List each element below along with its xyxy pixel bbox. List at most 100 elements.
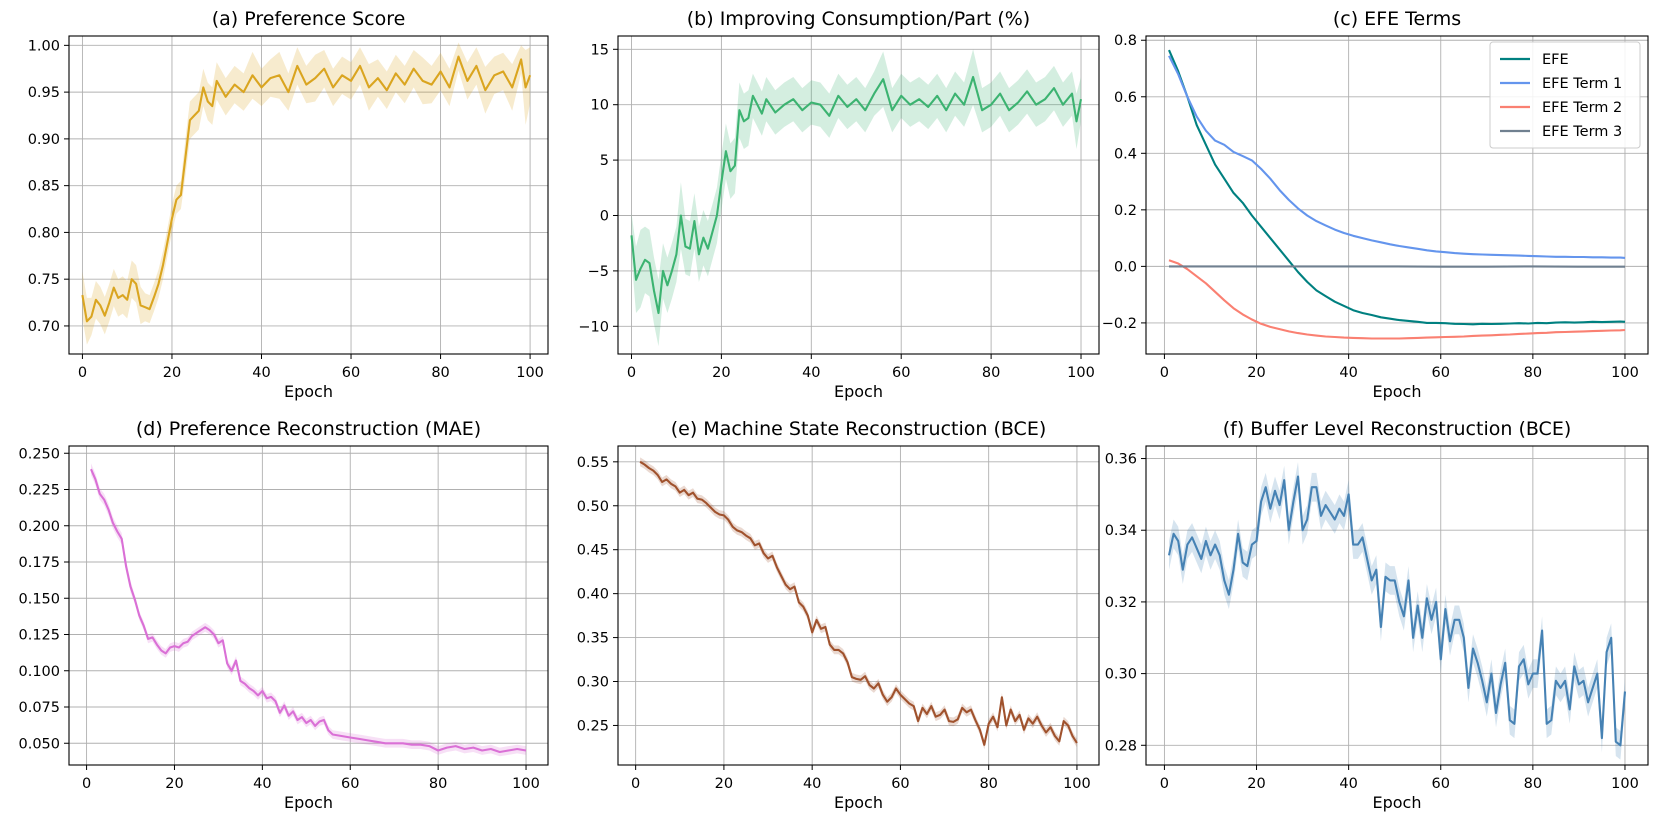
y-tick-label: 0.175 <box>18 555 60 571</box>
x-axis-label: Epoch <box>1373 793 1422 812</box>
axes-frame <box>617 445 1100 766</box>
x-tick-label: 60 <box>1432 776 1450 792</box>
chart-panel-2: 0 20 40 60 80 100 −0.2 0.0 0.2 0.4 0.6 0.8 (c) EFE T… <box>1102 8 1649 401</box>
axes-frame <box>1145 35 1649 355</box>
y-tick-label: 0.100 <box>18 664 60 680</box>
x-tick-label: 60 <box>342 365 360 381</box>
y-tick-label: 0.50 <box>577 499 609 515</box>
chart-title: (f) Buffer Level Reconstruction (BCE) <box>1223 418 1572 440</box>
legend: EFE EFE Term 1 EFE Term 2 EFE Term 3 <box>1489 41 1641 149</box>
y-tick-label: −0.2 <box>1102 316 1137 332</box>
chart-panel-0: 0 20 40 60 80 100 0.70 0.75 0.80 0.85 0.90 0.95 1.00… <box>28 8 549 401</box>
y-tick-label: 0.250 <box>18 446 60 462</box>
chart-title: (b) Improving Consumption/Part (%) <box>687 8 1030 30</box>
y-tick-label: 0.75 <box>28 272 60 288</box>
confidence-band-0 <box>91 463 526 757</box>
x-tick-label: 0 <box>1160 776 1169 792</box>
y-tick-label: 0.28 <box>1105 738 1137 754</box>
y-tick-label: 0.8 <box>1114 33 1137 49</box>
x-tick-label: 40 <box>253 776 271 792</box>
y-tick-label: 10 <box>591 98 609 114</box>
x-tick-label: 100 <box>1611 365 1639 381</box>
legend-box <box>1489 41 1641 149</box>
confidence-band-0 <box>1169 462 1625 760</box>
axes-frame <box>1145 445 1649 766</box>
x-tick-label: 20 <box>165 776 183 792</box>
x-tick-label: 40 <box>802 365 820 381</box>
y-tick-label: 0.35 <box>577 631 609 647</box>
y-tick-label: 0.050 <box>18 736 60 752</box>
x-axis-label: Epoch <box>1373 382 1422 401</box>
x-tick-label: 20 <box>712 365 730 381</box>
chart-panel-5: 0 20 40 60 80 100 0.28 0.30 0.32 0.34 0.36 (f) Buff… <box>1105 418 1649 812</box>
y-tick-label: 0.30 <box>1105 667 1137 683</box>
y-tick-label: 0.0 <box>1114 259 1137 275</box>
x-axis-label: Epoch <box>834 793 883 812</box>
x-tick-label: 40 <box>1339 365 1357 381</box>
y-tick-label: 0.25 <box>577 718 609 734</box>
x-tick-label: 0 <box>78 365 87 381</box>
y-tick-label: 15 <box>591 42 609 58</box>
y-tick-label: −10 <box>578 319 609 335</box>
x-tick-label: 0 <box>631 776 640 792</box>
axes-frame <box>68 445 549 766</box>
y-tick-label: 0.85 <box>28 179 60 195</box>
series-line-0 <box>90 468 527 754</box>
y-tick-label: 0.90 <box>28 132 60 148</box>
y-tick-label: 0.150 <box>18 591 60 607</box>
x-tick-label: 100 <box>1067 365 1095 381</box>
x-tick-label: 40 <box>252 365 270 381</box>
y-tick-label: 0.70 <box>28 319 60 335</box>
y-tick-label: 0.4 <box>1114 146 1137 162</box>
legend-label: EFE Term 3 <box>1542 124 1622 140</box>
y-tick-label: 0.125 <box>18 628 60 644</box>
x-tick-label: 80 <box>979 776 997 792</box>
series-line-0 <box>639 460 1078 746</box>
x-tick-label: 80 <box>1524 365 1542 381</box>
y-tick-label: 0.200 <box>18 519 60 535</box>
chart-panel-4: 0 20 40 60 80 100 0.25 0.30 0.35 0.40 0.45 0.50 0.55… <box>577 418 1100 812</box>
x-tick-label: 100 <box>516 365 544 381</box>
legend-label: EFE Term 1 <box>1542 76 1622 92</box>
y-tick-label: 0.36 <box>1105 452 1137 468</box>
x-tick-label: 60 <box>892 365 910 381</box>
y-tick-label: 5 <box>600 153 609 169</box>
x-axis-label: Epoch <box>834 382 883 401</box>
x-tick-label: 80 <box>429 776 447 792</box>
x-tick-label: 20 <box>1247 776 1265 792</box>
series-line-0 <box>1167 475 1627 747</box>
x-tick-label: 40 <box>803 776 821 792</box>
x-tick-label: 80 <box>1524 776 1542 792</box>
x-tick-label: 20 <box>715 776 733 792</box>
x-tick-label: 60 <box>341 776 359 792</box>
legend-label: EFE <box>1542 52 1569 68</box>
x-tick-label: 0 <box>1160 365 1169 381</box>
y-tick-label: 0.55 <box>577 455 609 471</box>
x-tick-label: 60 <box>1432 365 1450 381</box>
x-tick-label: 0 <box>627 365 636 381</box>
series-line-0 <box>1168 49 1626 326</box>
legend-label: EFE Term 2 <box>1542 100 1622 116</box>
series-line-1 <box>1168 55 1626 259</box>
chart-title: (c) EFE Terms <box>1333 8 1461 30</box>
x-tick-label: 80 <box>982 365 1000 381</box>
y-tick-label: 0.80 <box>28 225 60 241</box>
y-tick-label: 0.2 <box>1114 203 1137 219</box>
x-tick-label: 60 <box>891 776 909 792</box>
x-tick-label: 20 <box>1247 365 1265 381</box>
y-tick-label: 0.6 <box>1114 90 1137 106</box>
series-line-0 <box>81 55 532 323</box>
y-tick-label: 0 <box>600 208 609 224</box>
axes-frame <box>617 35 1100 355</box>
y-tick-label: 0.075 <box>18 700 60 716</box>
x-tick-label: 100 <box>512 776 540 792</box>
x-tick-label: 80 <box>431 365 449 381</box>
confidence-band-0 <box>631 49 1081 347</box>
axes-frame <box>68 35 549 355</box>
x-axis-label: Epoch <box>284 793 333 812</box>
x-tick-label: 100 <box>1063 776 1091 792</box>
y-tick-label: 0.32 <box>1105 595 1137 611</box>
y-tick-label: 0.34 <box>1105 523 1137 539</box>
chart-panel-1: 0 20 40 60 80 100 −10 −5 0 5 10 15 (b) Improving Con… <box>578 8 1100 401</box>
